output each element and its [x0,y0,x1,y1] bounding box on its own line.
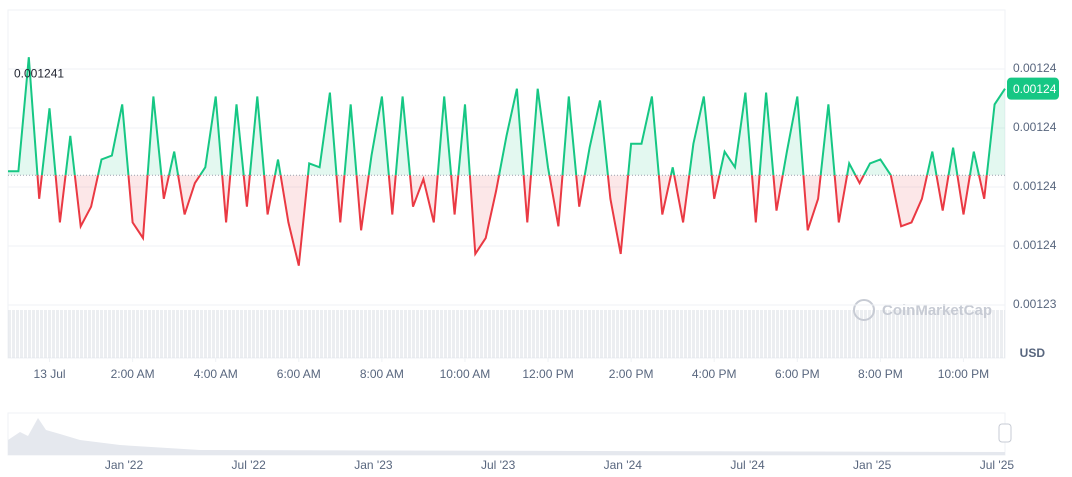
currency-label: USD [1020,346,1046,360]
x-tick-label: 2:00 PM [609,367,654,381]
navigator-label: Jul '22 [232,458,267,472]
navigator-label: Jan '24 [604,458,643,472]
navigator-handle[interactable] [998,423,1012,443]
navigator-label: Jul '23 [481,458,516,472]
last-price-label: 0.00124 [1013,82,1057,96]
x-tick-label: 8:00 AM [360,367,404,381]
y-tick-label: 0.00123 [1013,297,1057,311]
price-line-up [8,57,1006,176]
y-tick-label: 0.00124 [1013,61,1057,75]
x-tick-label: 12:00 PM [522,367,573,381]
x-tick-label: 10:00 PM [938,367,989,381]
y-tick-label: 0.00124 [1013,179,1057,193]
y-tick-label: 0.00124 [1013,238,1057,252]
area-up [8,57,1005,176]
x-tick-label: 6:00 PM [775,367,820,381]
price-line-down [36,175,988,266]
x-tick-label: 6:00 AM [277,367,321,381]
x-tick-label: 8:00 PM [858,367,903,381]
navigator-label: Jul '24 [730,458,765,472]
navigator-label: Jan '23 [354,458,393,472]
navigator-label: Jan '25 [853,458,892,472]
navigator-label: Jul '25 [980,458,1015,472]
y-tick-label: 0.00124 [1013,120,1057,134]
high-label: 0.001241 [14,66,64,80]
watermark-text: CoinMarketCap [882,302,992,319]
navigator-label: Jan '22 [105,458,144,472]
watermark: CoinMarketCap [853,299,992,321]
x-tick-label: 4:00 AM [194,367,238,381]
volume-area [8,310,1005,358]
x-tick-label: 2:00 AM [111,367,155,381]
area-down [8,175,1005,266]
x-tick-label: 13 Jul [34,367,66,381]
x-tick-label: 10:00 AM [440,367,491,381]
navigator-preview [8,418,1005,455]
x-tick-label: 4:00 PM [692,367,737,381]
last-price-badge [1007,77,1059,100]
